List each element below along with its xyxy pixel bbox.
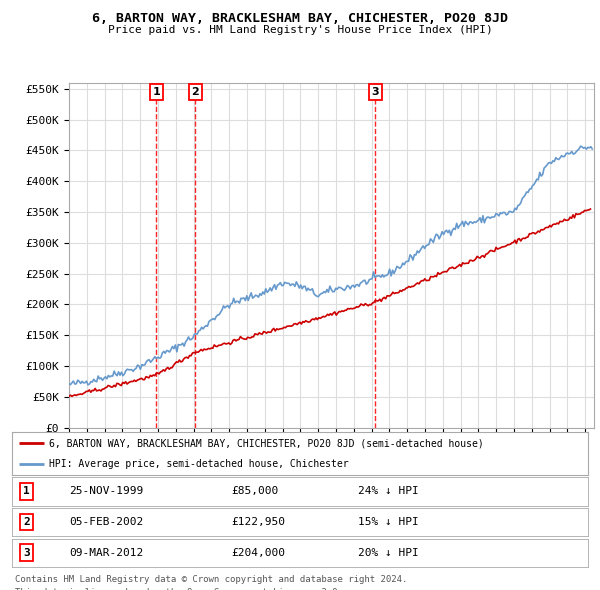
- Text: Price paid vs. HM Land Registry's House Price Index (HPI): Price paid vs. HM Land Registry's House …: [107, 25, 493, 35]
- Text: 6, BARTON WAY, BRACKLESHAM BAY, CHICHESTER, PO20 8JD: 6, BARTON WAY, BRACKLESHAM BAY, CHICHEST…: [92, 12, 508, 25]
- Text: 6, BARTON WAY, BRACKLESHAM BAY, CHICHESTER, PO20 8JD (semi-detached house): 6, BARTON WAY, BRACKLESHAM BAY, CHICHEST…: [49, 438, 484, 448]
- Text: £122,950: £122,950: [231, 517, 285, 527]
- Text: 25-NOV-1999: 25-NOV-1999: [70, 487, 144, 496]
- Text: 3: 3: [371, 87, 379, 97]
- Text: £85,000: £85,000: [231, 487, 278, 496]
- Text: Contains HM Land Registry data © Crown copyright and database right 2024.: Contains HM Land Registry data © Crown c…: [15, 575, 407, 584]
- Text: 15% ↓ HPI: 15% ↓ HPI: [358, 517, 418, 527]
- Text: 24% ↓ HPI: 24% ↓ HPI: [358, 487, 418, 496]
- Text: This data is licensed under the Open Government Licence v3.0.: This data is licensed under the Open Gov…: [15, 588, 343, 590]
- Text: 09-MAR-2012: 09-MAR-2012: [70, 548, 144, 558]
- Text: HPI: Average price, semi-detached house, Chichester: HPI: Average price, semi-detached house,…: [49, 460, 349, 469]
- Text: 3: 3: [23, 548, 30, 558]
- Text: 1: 1: [152, 87, 160, 97]
- Text: 1: 1: [23, 487, 30, 496]
- Text: 05-FEB-2002: 05-FEB-2002: [70, 517, 144, 527]
- Text: 2: 2: [23, 517, 30, 527]
- Text: 2: 2: [191, 87, 199, 97]
- Text: 20% ↓ HPI: 20% ↓ HPI: [358, 548, 418, 558]
- Text: £204,000: £204,000: [231, 548, 285, 558]
